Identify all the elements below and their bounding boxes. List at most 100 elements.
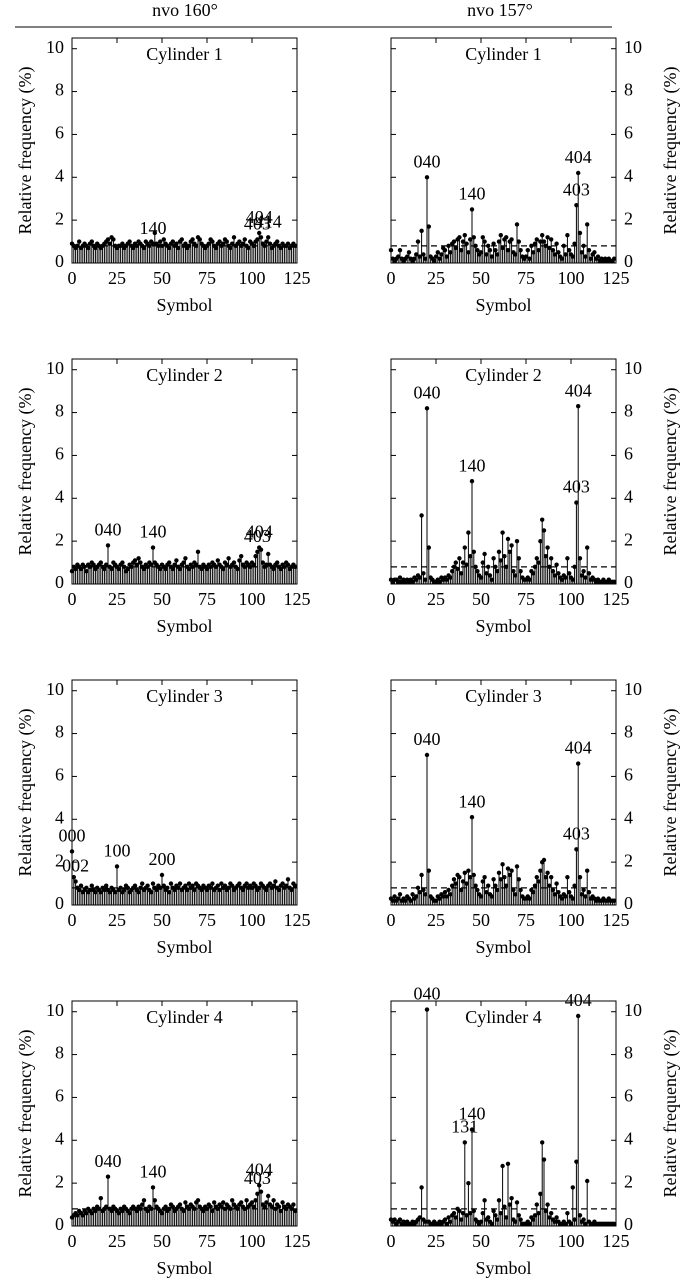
stem-marker (96, 1206, 102, 1212)
stem-marker (498, 558, 503, 563)
y-tick-label: 4 (624, 1128, 633, 1148)
stem-marker (267, 881, 273, 886)
x-tick-label: 50 (153, 268, 171, 288)
stem-marker (104, 883, 109, 888)
stem-marker (257, 230, 262, 236)
stem-marker (561, 243, 566, 249)
stem-marker (127, 239, 132, 244)
stem-marker (158, 239, 163, 244)
y-tick-label: 8 (55, 80, 64, 100)
annotation: 404 (246, 207, 273, 227)
stem-marker (541, 239, 547, 244)
stem-marker (574, 500, 579, 505)
stem-marker (464, 1213, 469, 1218)
stem-marker (111, 237, 116, 242)
stem-marker (446, 1215, 451, 1220)
stem-marker (208, 885, 213, 891)
stem-marker (462, 545, 467, 550)
stem-marker (226, 556, 231, 561)
stem-marker (469, 207, 475, 212)
stem-marker (242, 1206, 247, 1212)
stem-marker (541, 857, 547, 863)
annotation: 403 (563, 823, 590, 843)
stem-marker (244, 1198, 249, 1203)
annotation: 404 (565, 738, 592, 758)
stem-marker (469, 478, 475, 484)
stem-marker (538, 239, 543, 244)
stem-marker (163, 1204, 168, 1209)
stem-marker (455, 566, 460, 572)
stem-marker (199, 887, 204, 893)
y-axis-label: Relative frequency (%) (660, 709, 681, 877)
stem-marker (559, 256, 565, 261)
stem-marker (448, 250, 453, 255)
x-tick-label: 25 (108, 1231, 126, 1251)
stem-marker (572, 241, 577, 246)
stem-marker (612, 1221, 617, 1227)
stem-marker (471, 549, 476, 555)
y-tick-label: 0 (624, 572, 633, 592)
stem-marker (451, 239, 457, 244)
stem-marker (397, 1217, 403, 1222)
stem-marker (417, 575, 422, 580)
stem-marker (167, 889, 172, 895)
stem-marker (516, 239, 521, 244)
stem-marker (518, 247, 523, 253)
stem-marker (471, 1208, 476, 1214)
stem-marker (579, 250, 584, 255)
stem-marker (118, 885, 123, 891)
stem-marker (493, 564, 498, 570)
stem-marker (507, 549, 512, 555)
stem-marker (237, 881, 242, 886)
annotation: 140 (140, 218, 167, 238)
stem-marker (585, 545, 590, 550)
stem-marker (536, 1210, 541, 1216)
stem-marker (150, 881, 156, 886)
stem-marker (459, 571, 464, 576)
stem-marker (145, 564, 150, 570)
stem-marker (414, 894, 419, 899)
annotation: 403 (563, 477, 590, 497)
x-tick-label: 125 (603, 268, 630, 288)
stem-marker (195, 549, 201, 555)
stem-marker (87, 887, 93, 893)
stem-marker (246, 245, 251, 251)
stem-marker (177, 881, 183, 886)
stem-marker (549, 1210, 554, 1216)
stem-marker (579, 892, 584, 897)
stem-marker (491, 1208, 496, 1214)
stem-marker (516, 556, 521, 561)
stem-marker (289, 1206, 294, 1212)
stem-marker (514, 222, 520, 227)
stem-marker (145, 883, 150, 888)
annotation: 404 (565, 147, 592, 167)
stem-marker (504, 883, 509, 888)
stem-marker (282, 564, 287, 570)
x-tick-label: 100 (558, 268, 585, 288)
stem-marker (87, 564, 93, 570)
x-tick-label: 100 (239, 268, 266, 288)
stem-marker (104, 1204, 109, 1209)
stem-marker (217, 239, 222, 244)
stem-marker (577, 230, 583, 236)
stem-marker (181, 560, 186, 565)
stem-marker (120, 241, 125, 246)
stem-marker (549, 556, 554, 561)
stem-marker (514, 864, 520, 869)
y-axis-label: Relative frequency (%) (15, 1030, 36, 1198)
stem-marker (453, 1215, 458, 1220)
x-tick-label: 75 (198, 268, 216, 288)
stem-marker (464, 562, 469, 567)
y-tick-label: 10 (624, 1000, 642, 1020)
stem-marker (170, 566, 175, 572)
stem-marker (576, 761, 581, 766)
stem-marker (482, 874, 487, 880)
stem-marker (98, 560, 104, 565)
y-tick-label: 4 (55, 165, 64, 185)
stem-marker (89, 883, 95, 888)
stem-marker (459, 247, 464, 253)
stem-marker (255, 549, 260, 555)
stem-marker (408, 898, 413, 903)
stem-marker (540, 232, 545, 238)
